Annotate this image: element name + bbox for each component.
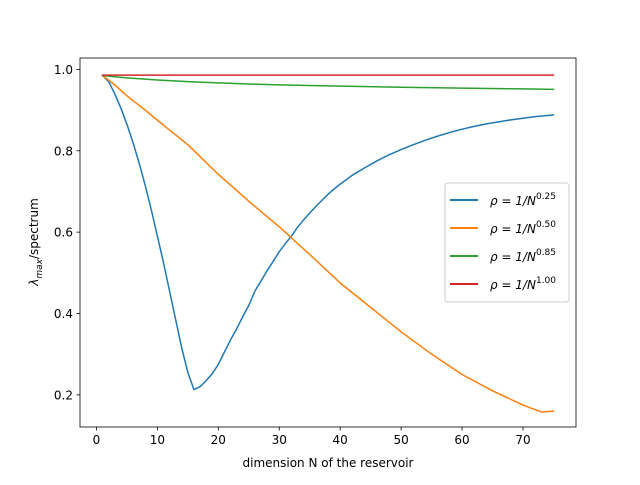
x-axis-label: dimension N of the reservoir (243, 456, 414, 470)
x-axis: 0 10 20 30 40 50 60 70 (93, 427, 531, 447)
x-tick-label: 50 (393, 433, 408, 447)
legend: ρ = 1/N0.25 ρ = 1/N0.50 ρ = 1/N0.85 ρ = 1/N… (444, 182, 570, 303)
y-tick-label: 1.0 (54, 63, 73, 77)
series-line-0 (101, 74, 555, 391)
legend-box (444, 182, 570, 303)
y-axis-label: λmax/spectrum (27, 198, 45, 287)
x-tick-label: 60 (454, 433, 469, 447)
series-line-1 (101, 74, 555, 413)
series-line-2 (101, 74, 555, 91)
y-axis-label-subscript: max (35, 258, 45, 278)
y-axis-label-rest: /spectrum (27, 198, 41, 259)
legend-label-1: ρ = 1/N0.50 (490, 220, 556, 236)
legend-label-2: ρ = 1/N0.85 (490, 248, 556, 264)
y-axis: 0.2 0.4 0.6 0.8 1.0 (54, 63, 80, 402)
series-layer (101, 74, 555, 413)
x-tick-label: 10 (150, 433, 165, 447)
x-tick-label: 30 (272, 433, 287, 447)
y-tick-label: 0.4 (54, 307, 73, 321)
x-tick-label: 40 (333, 433, 348, 447)
y-tick-label: 0.2 (54, 388, 73, 402)
x-tick-label: 0 (93, 433, 101, 447)
y-axis-label-lambda: λ (27, 279, 41, 287)
legend-label-0: ρ = 1/N0.25 (490, 192, 556, 208)
plot-frame (79, 57, 577, 428)
legend-label-3: ρ = 1/N1.00 (490, 276, 556, 292)
y-tick-label: 0.6 (54, 226, 73, 240)
x-tick-label: 70 (515, 433, 530, 447)
y-tick-label: 0.8 (54, 144, 73, 158)
x-tick-label: 20 (211, 433, 226, 447)
